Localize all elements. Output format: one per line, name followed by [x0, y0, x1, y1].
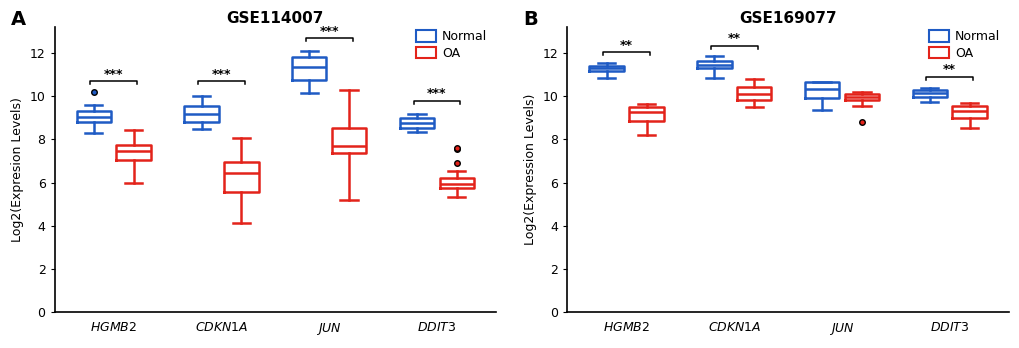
Legend: Normal, OA: Normal, OA: [925, 28, 1002, 63]
Text: **: **: [620, 39, 633, 52]
Y-axis label: Log2(Expresion Levels): Log2(Expresion Levels): [11, 97, 24, 242]
Y-axis label: Log2(Expression Levels): Log2(Expression Levels): [524, 94, 536, 245]
Text: A: A: [10, 10, 25, 29]
Title: GSE114007: GSE114007: [226, 11, 324, 26]
Text: ***: ***: [319, 25, 338, 38]
Title: GSE169077: GSE169077: [739, 11, 837, 26]
Text: ***: ***: [427, 87, 446, 100]
Text: ***: ***: [104, 68, 123, 81]
Legend: Normal, OA: Normal, OA: [413, 28, 489, 63]
Text: B: B: [523, 10, 537, 29]
Text: ***: ***: [212, 68, 231, 81]
Text: **: **: [728, 32, 740, 45]
Text: **: **: [943, 63, 955, 77]
